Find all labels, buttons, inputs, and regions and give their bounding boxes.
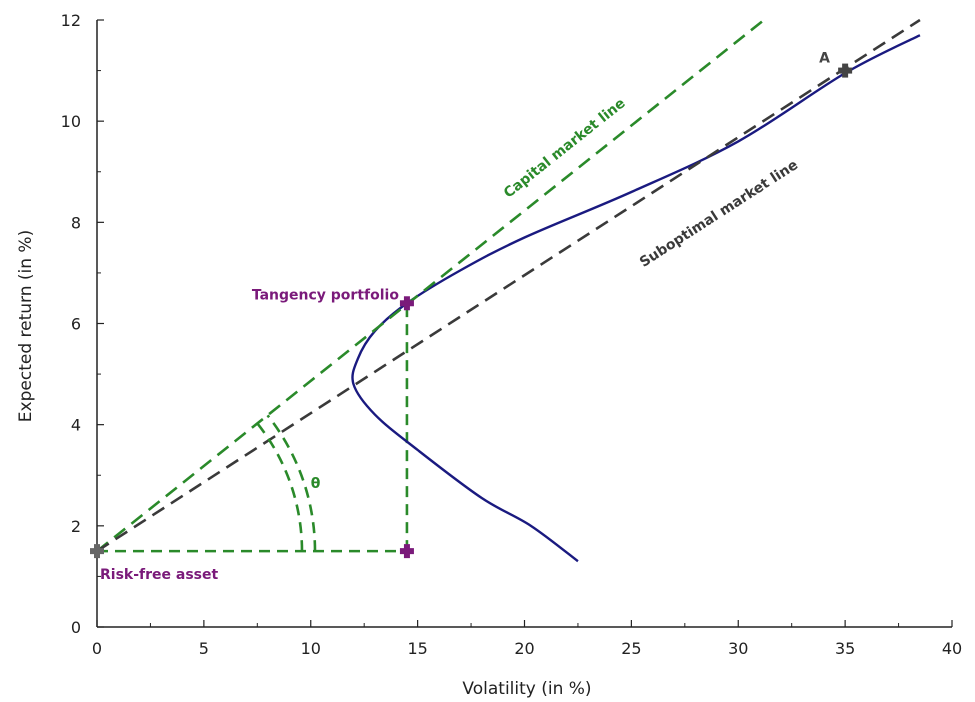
y-tick-label: 8 xyxy=(71,213,81,232)
suboptimal-market-line-label: Suboptimal market line xyxy=(637,157,801,271)
efficient-frontier-curve xyxy=(351,34,921,563)
x-tick-label: 5 xyxy=(199,639,209,658)
y-axis-title: Expected return (in %) xyxy=(16,230,36,422)
capital-market-line xyxy=(96,18,765,553)
x-tick-label: 40 xyxy=(942,639,962,658)
markers-layer xyxy=(90,63,853,559)
y-tick-label: 6 xyxy=(71,315,81,334)
marker-point xyxy=(399,544,414,559)
risk-free-asset-label: Risk-free asset xyxy=(100,567,219,583)
x-tick-label: 15 xyxy=(407,639,427,658)
tangency-portfolio-label: Tangency portfolio xyxy=(252,287,399,303)
suboptimal-market-line xyxy=(96,18,921,553)
series-layer xyxy=(96,18,921,563)
axes xyxy=(96,20,952,628)
angle-arc xyxy=(266,414,317,552)
ticks: 0 5 10 15 20 25 30 35 40 0 2 4 6 8 10 12 xyxy=(61,11,963,658)
marker-point xyxy=(838,63,853,78)
x-tick-label: 20 xyxy=(514,639,534,658)
marker-cross-v xyxy=(842,63,849,78)
y-tick-label: 12 xyxy=(61,11,81,30)
y-tick-label: 4 xyxy=(71,416,81,435)
x-tick-label: 25 xyxy=(621,639,641,658)
capital-market-line-label: Capital market line xyxy=(501,95,629,201)
marker-point xyxy=(90,544,104,559)
x-tick-label: 10 xyxy=(301,639,321,658)
marker-cross-v xyxy=(403,296,410,311)
y-tick-label: 2 xyxy=(71,517,81,536)
annotations-layer: Risk-free asset Tangency portfolio Aθ Capit… xyxy=(100,51,830,584)
marker-point xyxy=(399,296,414,311)
theta-label: θ xyxy=(311,476,321,492)
y-tick-label: 10 xyxy=(61,112,81,131)
x-tick-label: 0 xyxy=(92,639,102,658)
x-tick-label: 30 xyxy=(728,639,748,658)
marker-cross-v xyxy=(94,544,100,559)
x-tick-label: 35 xyxy=(835,639,855,658)
point-a-label: A xyxy=(819,51,830,67)
y-tick-label: 0 xyxy=(71,618,81,637)
marker-cross-v xyxy=(403,544,410,559)
x-axis-title: Volatility (in %) xyxy=(462,679,591,699)
